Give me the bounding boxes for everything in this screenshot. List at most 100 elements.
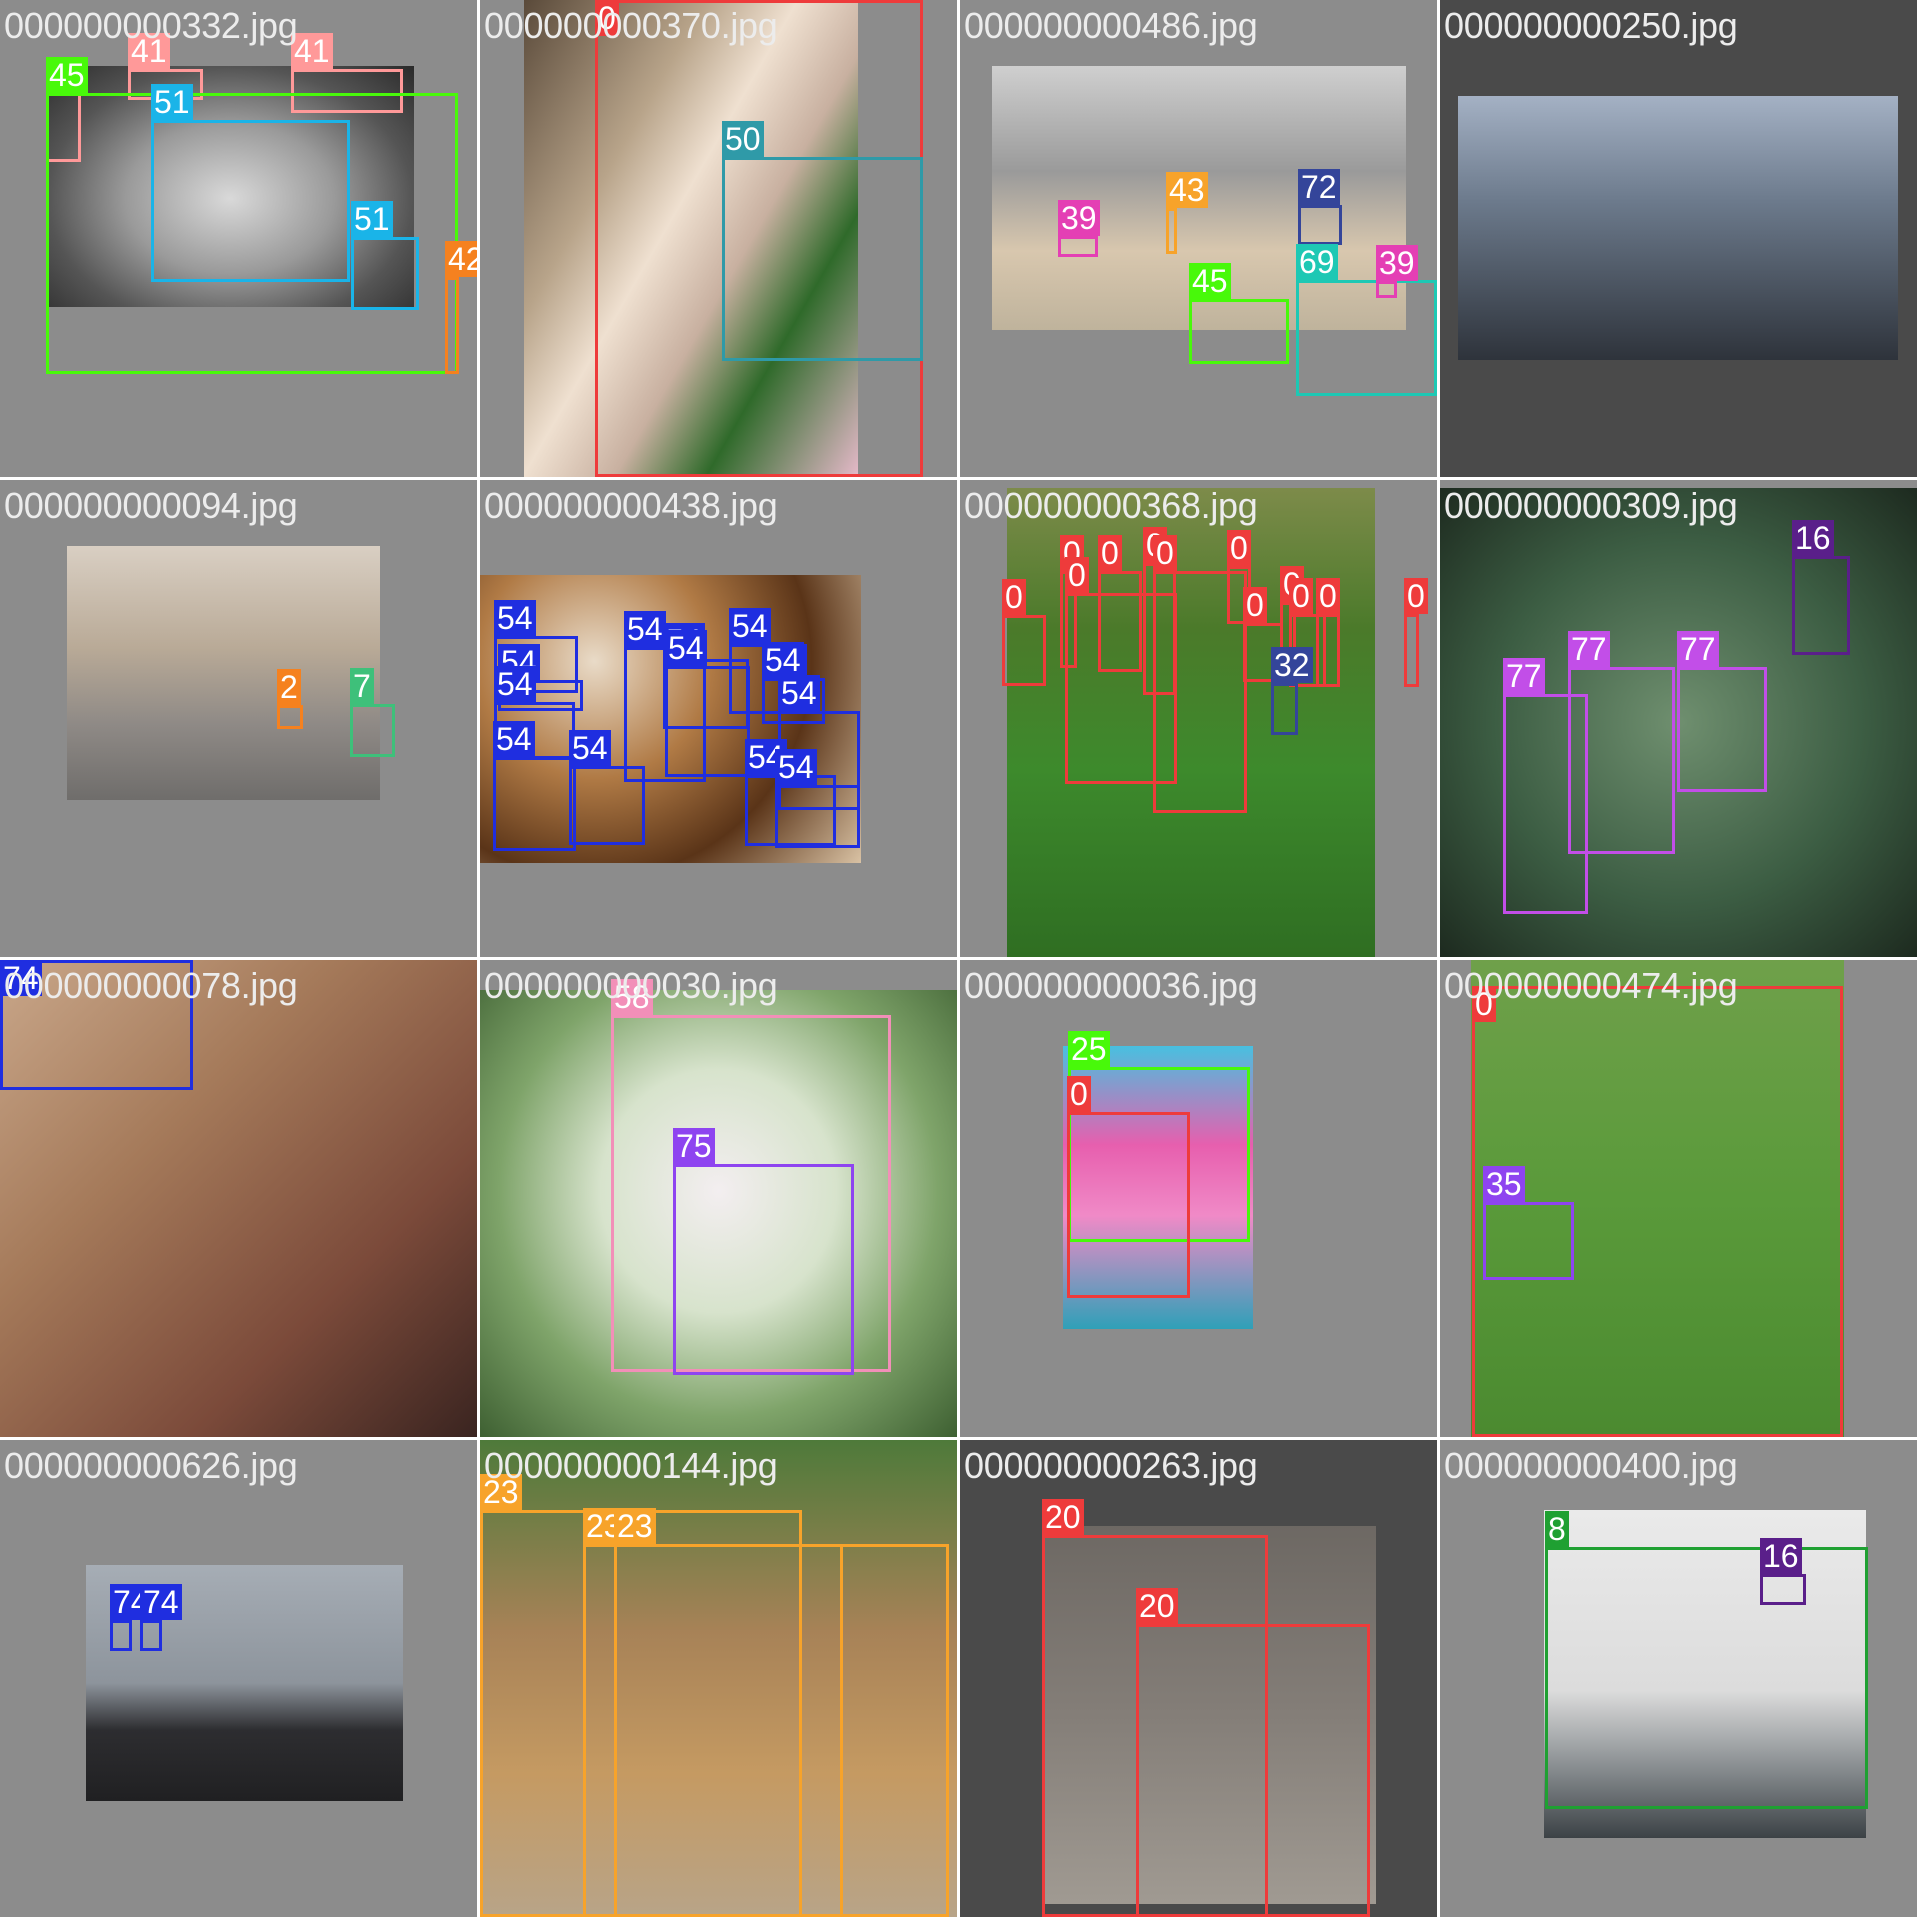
tile-filename: 000000000438.jpg — [484, 485, 778, 526]
class-label: 74 — [140, 1584, 182, 1620]
tile-photo — [480, 1440, 957, 1917]
tile-filename: 000000000030.jpg — [484, 965, 778, 1006]
image-tile: 000000000368.jpg00000000000032 — [960, 480, 1437, 957]
bounding-box: 75 — [673, 1128, 854, 1375]
bounding-box: 41 — [291, 33, 403, 113]
class-label: 39 — [1058, 200, 1100, 236]
image-tile: 000000000370.jpg 0 50 — [480, 0, 957, 477]
bounding-box: 54 — [624, 611, 706, 782]
image-tile: 000000000250.jpg — [1440, 0, 1917, 477]
class-label: 54 — [665, 630, 707, 666]
bounding-box: 74 — [110, 1584, 152, 1651]
class-label: 42 — [445, 241, 477, 277]
class-label: 54 — [624, 611, 666, 647]
bounding-box: 69 — [1296, 244, 1437, 396]
image-tile: 000000000400.jpg 8 16 — [1440, 1440, 1917, 1917]
class-label: 58 — [611, 979, 653, 1015]
class-label: 54 — [494, 600, 536, 636]
class-label: 77 — [1568, 631, 1610, 667]
class-label: 32 — [1271, 647, 1313, 683]
class-label: 50 — [722, 121, 764, 157]
bounding-box: 16 — [1792, 520, 1850, 655]
class-label: 54 — [762, 642, 804, 678]
tile-photo — [67, 546, 380, 800]
class-label: 35 — [1483, 1166, 1525, 1202]
class-label: 0 — [1002, 579, 1026, 615]
class-label: 0 — [1289, 578, 1313, 614]
image-tile: 000000000144.jpg 23 23 23 — [480, 1440, 957, 1917]
bounding-box: 42 — [445, 241, 477, 374]
bounding-box: 23 — [614, 1508, 949, 1917]
class-label: 43 — [1166, 172, 1208, 208]
bounding-box: 7 — [350, 668, 395, 757]
class-label: 0 — [1067, 1076, 1091, 1112]
bounding-box: 74 — [0, 960, 193, 1090]
bounding-box: 54 — [494, 600, 578, 693]
class-label: 54 — [775, 749, 817, 785]
bounding-box: 51 — [151, 84, 350, 282]
bounding-box: 51 — [351, 201, 419, 310]
tile-photo — [1471, 960, 1844, 1437]
bounding-box: 0 — [1067, 1076, 1190, 1298]
bounding-box: 0 — [1002, 579, 1046, 686]
tile-photo — [1063, 1046, 1253, 1329]
class-label: 39 — [1376, 245, 1418, 281]
bounding-box: 74 — [140, 1584, 182, 1651]
bounding-box: 45 — [46, 57, 458, 374]
bounding-box: 54 — [762, 642, 825, 724]
tile-filename: 000000000309.jpg — [1444, 485, 1738, 526]
class-label: 2 — [277, 669, 301, 705]
class-label: 45 — [46, 57, 88, 93]
tile-filename: 000000000400.jpg — [1444, 1445, 1738, 1486]
tile-filename: 000000000144.jpg — [484, 1445, 778, 1486]
class-label: 20 — [1136, 1588, 1178, 1624]
tile-filename: 000000000078.jpg — [4, 965, 298, 1006]
class-label: 77 — [1503, 658, 1545, 694]
tile-filename: 000000000626.jpg — [4, 1445, 298, 1486]
class-label: 0 — [1227, 530, 1251, 566]
class-label: 0 — [1472, 986, 1496, 1022]
tile-photo — [524, 0, 858, 477]
class-label: 75 — [673, 1128, 715, 1164]
bounding-box: 72 — [1298, 169, 1342, 245]
class-label: 0 — [1404, 578, 1428, 614]
bounding-box: 0 — [1289, 578, 1326, 687]
tile-photo — [1544, 1510, 1866, 1838]
class-label: 25 — [1068, 1031, 1110, 1067]
bounding-box: 43 — [1166, 172, 1208, 254]
image-tile: 000000000309.jpg 16 77 77 77 — [1440, 480, 1917, 957]
class-label: 72 — [1298, 169, 1340, 205]
image-tile: 000000000438.jpg 54 54 54 54 54 54 54 54 54 54 54 54… — [480, 480, 957, 957]
class-label: 8 — [1545, 1511, 1569, 1547]
image-tile: 000000000078.jpg 74 — [0, 960, 477, 1437]
image-tile: 000000000030.jpg 58 75 — [480, 960, 957, 1437]
bounding-box: 32 — [1271, 647, 1313, 735]
bounding-box: 58 — [611, 979, 891, 1372]
bounding-box: 54 — [569, 730, 645, 845]
class-label: 0 — [595, 0, 619, 36]
bounding-box: 54 — [775, 749, 860, 848]
bounding-box: 2 — [277, 669, 303, 729]
class-label: 0 — [1065, 557, 1089, 593]
class-label: 69 — [1296, 244, 1338, 280]
bounding-box: 39 — [1058, 200, 1100, 257]
class-label: 77 — [1677, 631, 1719, 667]
bounding-box: 54 — [665, 630, 750, 777]
class-label: 23 — [614, 1508, 656, 1544]
bounding-box: 39 — [1376, 245, 1418, 298]
class-label: 54 — [729, 608, 771, 644]
bounding-box: 35 — [1483, 1166, 1574, 1280]
tile-filename: 000000000486.jpg — [964, 5, 1258, 46]
image-tile: 000000000474.jpg 0 35 — [1440, 960, 1917, 1437]
image-tile: 000000000094.jpg 2 7 — [0, 480, 477, 957]
bounding-box: 8 — [1545, 1511, 1868, 1809]
bounding-box: 45 — [1189, 263, 1289, 364]
bounding-box: 16 — [1760, 1538, 1806, 1605]
tile-photo — [480, 990, 957, 1437]
class-label: 45 — [1189, 263, 1231, 299]
tile-filename: 000000000250.jpg — [1444, 5, 1738, 46]
tile-filename: 000000000368.jpg — [964, 485, 1258, 526]
class-label: 16 — [1792, 520, 1834, 556]
bounding-box: 0 — [1316, 578, 1340, 687]
class-label: 0 — [1316, 578, 1340, 614]
